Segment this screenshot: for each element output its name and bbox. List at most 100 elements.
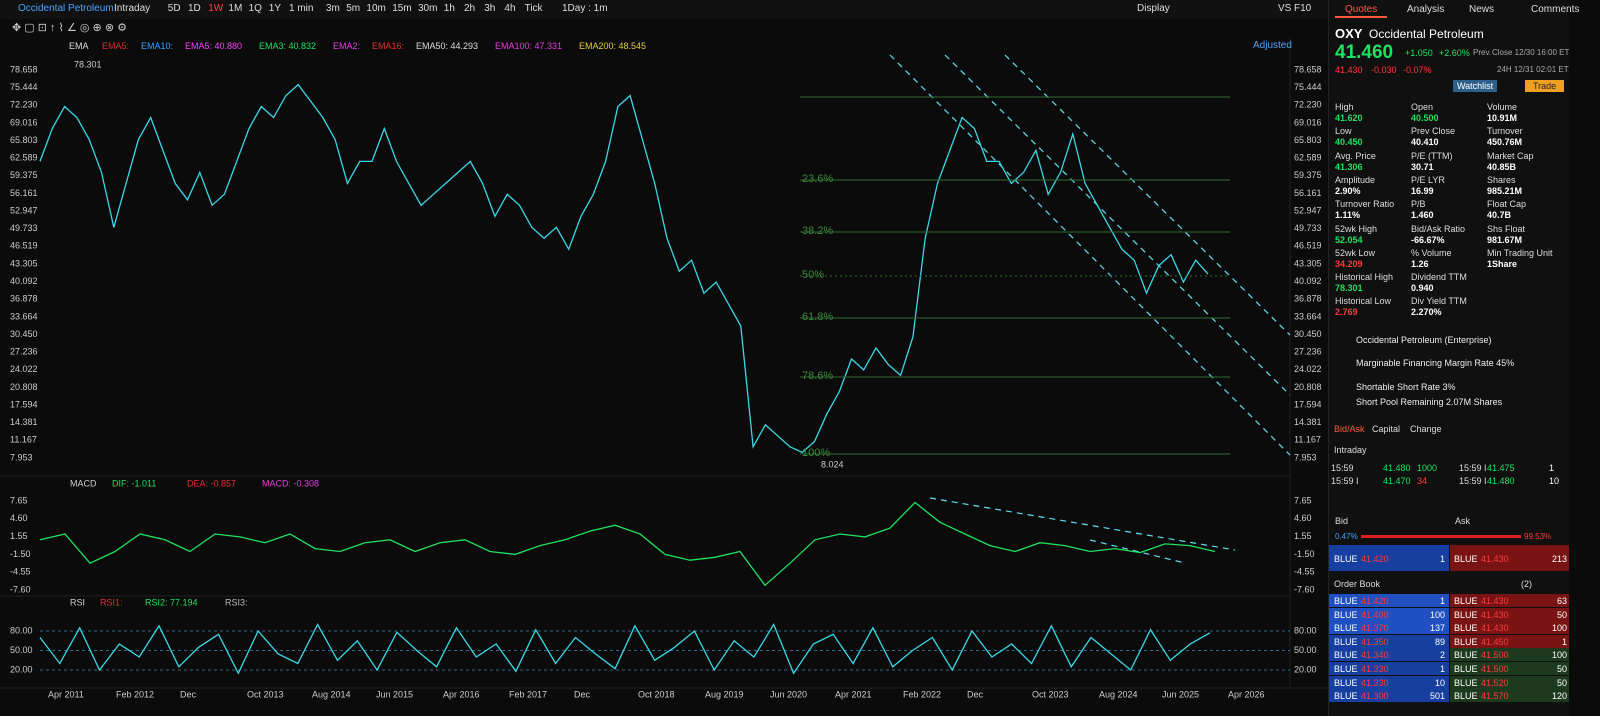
book-cell: 41.420 <box>1361 596 1389 606</box>
period-button[interactable]: 1M <box>228 3 243 14</box>
y-tick-label: -7.60 <box>1294 584 1315 594</box>
book-cell: 2 <box>1439 650 1445 661</box>
indicator-legend: DIF: -1.011 <box>112 478 156 488</box>
ask-row <box>1450 634 1569 648</box>
info-link[interactable]: Short Pool Remaining 2.07M Shares <box>1356 397 1503 407</box>
stat-label: Amplitude <box>1335 174 1376 185</box>
interval-select[interactable]: 1Day : 1m <box>562 3 608 14</box>
book-cell: BLUE <box>1334 691 1358 702</box>
close-time: Close 12/30 16:00 ET <box>1492 48 1570 57</box>
ask-pct: 99.53% <box>1524 532 1552 541</box>
period-button[interactable]: 1Q <box>248 3 262 14</box>
y-tick-label: 75.444 <box>1294 82 1322 92</box>
prev-label: Prev. <box>1473 48 1492 57</box>
adjusted-label[interactable]: Adjusted <box>1253 40 1292 51</box>
stat-label: Volume <box>1487 102 1518 112</box>
period-button[interactable]: 30m <box>418 3 438 14</box>
period-button[interactable]: 3m <box>326 3 340 14</box>
x-tick-label: Oct 2023 <box>1032 689 1069 699</box>
y-tick-label: 50.00 <box>1294 645 1317 655</box>
y-tick-label: 27.236 <box>1294 347 1322 357</box>
ah-change-pct: -0.07% <box>1403 65 1432 75</box>
book-cell: 100 <box>1429 609 1445 620</box>
period-button[interactable]: 5m <box>346 3 361 14</box>
f10-button[interactable]: F10 <box>1294 3 1312 14</box>
period-button[interactable]: 1D <box>188 3 201 14</box>
stat-value: -66.67% <box>1411 234 1445 245</box>
sub-tab[interactable]: Bid/Ask <box>1334 424 1365 434</box>
period-button[interactable]: 1W <box>208 3 224 14</box>
stat-label: P/E (TTM) <box>1411 150 1453 161</box>
display-button[interactable]: Display <box>1137 3 1170 14</box>
period-button[interactable]: 4h <box>504 3 516 14</box>
x-tick-label: Oct 2013 <box>247 689 284 699</box>
sub-tab[interactable]: Change <box>1410 424 1442 434</box>
trend-line <box>1089 539 1186 564</box>
quote-tab[interactable]: News <box>1469 4 1495 15</box>
book-cell: 41.350 <box>1361 636 1389 647</box>
trend-lines <box>889 54 1291 564</box>
y-tick-label: -4.55 <box>1294 567 1315 577</box>
quote-tab[interactable]: Comments <box>1531 4 1580 15</box>
info-link[interactable]: Shortable Short Rate 3% <box>1356 382 1456 392</box>
quote-tab[interactable]: Analysis <box>1407 4 1445 15</box>
watchlist-button[interactable]: Watchlist <box>1453 80 1498 92</box>
y-tick-label: 40.092 <box>1294 276 1322 286</box>
book-cell: 1 <box>1561 636 1567 647</box>
quote-tab[interactable]: Quotes <box>1345 4 1378 15</box>
stat-label: Market Cap <box>1487 150 1534 161</box>
sub-tab[interactable]: Capital <box>1372 424 1401 434</box>
stat-value: 2.270% <box>1411 307 1442 318</box>
price-change-pct: +2.60% <box>1439 48 1470 58</box>
period-button[interactable]: 10m <box>366 3 386 14</box>
intraday-select[interactable]: Intraday <box>1334 445 1367 455</box>
y-tick-label: 50.00 <box>10 645 33 655</box>
book-cell: BLUE <box>1334 677 1358 688</box>
trade-button[interactable]: Trade <box>1525 80 1565 92</box>
y-tick-label: 69.016 <box>1294 117 1322 127</box>
book-cell: 41.500 <box>1481 664 1509 674</box>
book-cell: 41.520 <box>1481 677 1509 688</box>
symbol[interactable]: Occidental Petroleum <box>18 3 114 14</box>
ema-legend-item: EMA5: <box>102 41 130 51</box>
ask-label: Ask <box>1455 516 1471 526</box>
book-cell: BLUE <box>1454 650 1478 661</box>
compare-button[interactable]: VS <box>1278 3 1292 14</box>
y-tick-label: 30.450 <box>1294 329 1322 339</box>
period-button[interactable]: 1h <box>443 3 455 14</box>
period-button[interactable]: 3h <box>484 3 496 14</box>
y-tick-label: 65.803 <box>10 135 38 145</box>
indicator-legend: RSI1: <box>100 597 123 607</box>
stat-label: High <box>1335 102 1354 112</box>
period-button[interactable]: 2h <box>464 3 476 14</box>
stat-value: 40.7B <box>1487 210 1512 221</box>
period-button[interactable]: 15m <box>392 3 412 14</box>
period-button[interactable]: 5D <box>167 3 181 14</box>
book-cell: BLUE <box>1334 650 1358 661</box>
book-cell: 501 <box>1429 691 1445 702</box>
period-button[interactable]: Tick <box>524 3 543 14</box>
best-quote-cell: BLUE <box>1334 554 1358 564</box>
stat-value: 30.71 <box>1411 161 1434 172</box>
y-tick-label: 20.00 <box>10 664 33 674</box>
y-tick-label: 49.733 <box>1294 223 1322 233</box>
stat-label: Prev Close <box>1411 126 1456 137</box>
stat-label: % Volume <box>1411 247 1452 258</box>
x-tick-label: Dec <box>574 689 591 699</box>
y-tick-label: 52.947 <box>1294 205 1322 215</box>
tools-icons[interactable]: ✥ ▢ ⊡ ↑ ⌇ ∠ ◎ ⊕ ⊗ ⚙ <box>12 22 127 34</box>
period-button[interactable]: 1 min <box>289 3 314 14</box>
period-button[interactable]: 1Y <box>268 3 282 14</box>
period-button[interactable]: Intraday <box>114 3 151 14</box>
info-link[interactable]: Marginable Financing Margin Rate 45% <box>1356 358 1515 368</box>
y-tick-label: 46.519 <box>1294 241 1322 251</box>
best-quote-cell: 41.430 <box>1481 554 1509 564</box>
y-tick-label: 33.664 <box>1294 311 1322 321</box>
y-tick-label: 62.589 <box>1294 153 1322 163</box>
ema-legend-item: EMA50: 44.293 <box>416 41 479 51</box>
trend-line <box>944 54 1291 396</box>
ah-change: -0.030 <box>1371 65 1397 75</box>
y-tick-label: 33.664 <box>10 311 38 321</box>
info-link[interactable]: Occidental Petroleum (Enterprise) <box>1356 335 1492 345</box>
book-cell: 41.430 <box>1481 623 1509 634</box>
